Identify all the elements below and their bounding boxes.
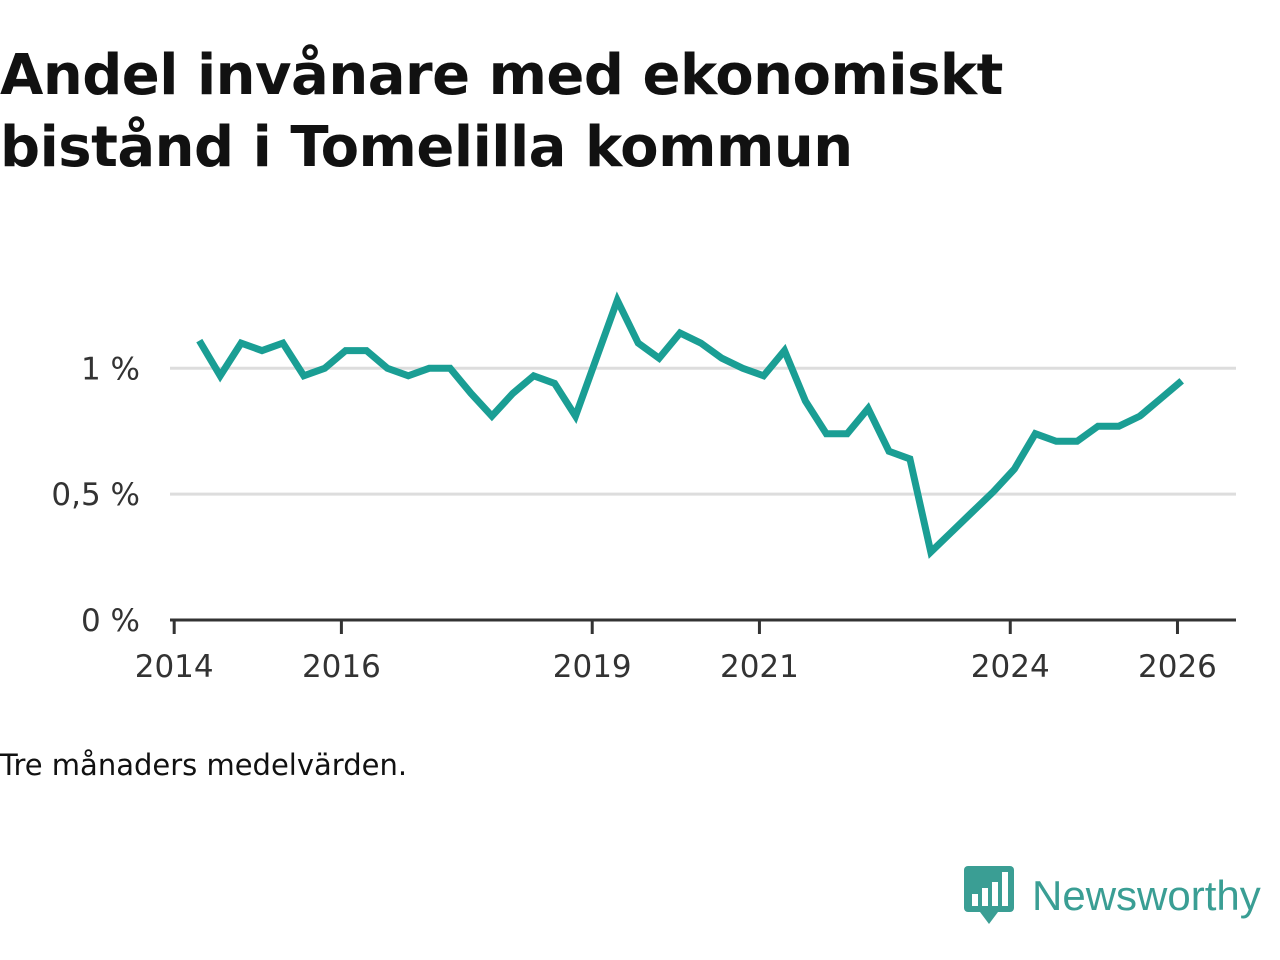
x-tick-label: 2016: [302, 649, 381, 685]
series-line: [196, 291, 1184, 559]
brand-name: Newsworthy: [1032, 872, 1261, 919]
footnote: Tre månaders medelvärden.: [0, 748, 408, 782]
x-tick-label: 2024: [971, 649, 1050, 685]
newsworthy-logo-icon: [964, 866, 1014, 924]
line-chart: 0 % 0,5 % 1 % 2014 2016 2019 2021 2024 2026: [51, 291, 1236, 685]
chart-title: Andel invånare med ekonomiskt bistånd i …: [0, 43, 1003, 180]
x-tick-label: 2019: [553, 649, 632, 685]
y-tick-label: 1 %: [81, 351, 140, 387]
x-axis: 2014 2016 2019 2021 2024 2026: [135, 620, 1217, 685]
y-tick-label: 0,5 %: [51, 477, 140, 513]
y-tick-label: 0 %: [81, 603, 140, 639]
y-axis: 0 % 0,5 % 1 %: [51, 351, 140, 639]
x-tick-label: 2021: [720, 649, 799, 685]
data-points: [199, 300, 1182, 553]
gridlines: [170, 366, 1236, 496]
x-tick-label: 2026: [1138, 649, 1217, 685]
brand-logo: Newsworthy: [964, 866, 1261, 926]
x-tick-label: 2014: [135, 649, 214, 685]
